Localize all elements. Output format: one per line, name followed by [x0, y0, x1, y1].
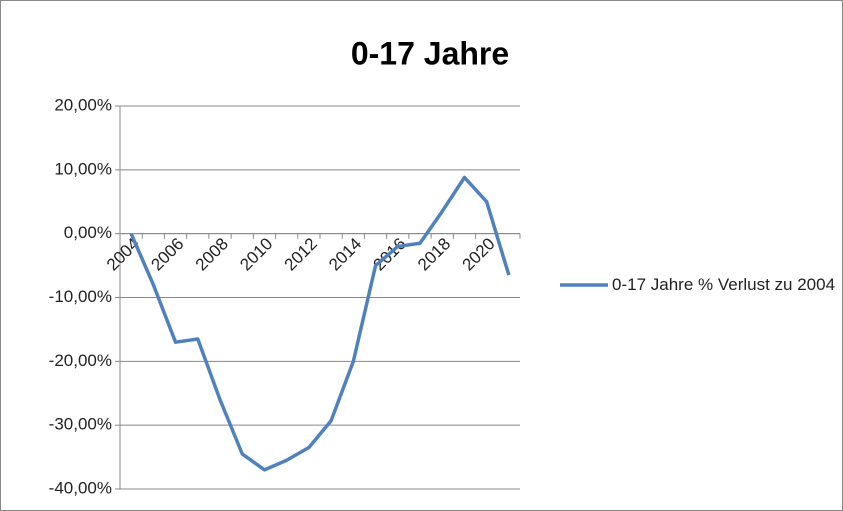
y-tick-label: 10,00% [54, 159, 112, 178]
y-tick-label: 0,00% [64, 223, 112, 242]
y-tick-label: -20,00% [49, 351, 112, 370]
y-tick-label: -30,00% [49, 415, 112, 434]
y-tick-label: 20,00% [54, 95, 112, 114]
y-tick-label: -10,00% [49, 287, 112, 306]
chart-title: 0-17 Jahre [351, 35, 509, 71]
legend-label: 0-17 Jahre % Verlust zu 2004 [612, 275, 836, 294]
y-tick-label: -40,00% [49, 478, 112, 497]
series-line [129, 175, 511, 472]
